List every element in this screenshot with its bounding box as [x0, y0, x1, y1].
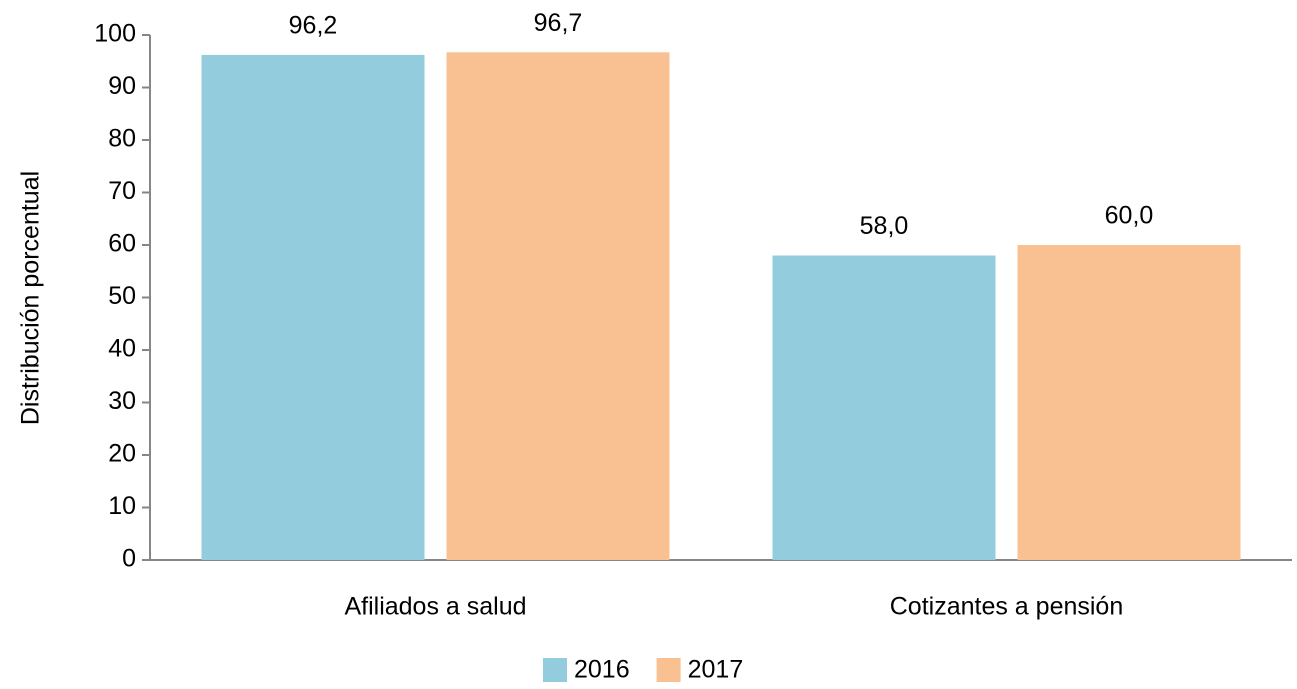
y-axis-label: Distribución porcentual — [17, 171, 45, 425]
x-tick-label: Cotizantes a pensión — [890, 593, 1123, 621]
value-label: 96,2 — [289, 12, 338, 40]
y-tick-label: 0 — [122, 545, 136, 573]
value-label: 60,0 — [1105, 202, 1154, 230]
value-label: 96,7 — [534, 9, 583, 37]
bar — [1017, 245, 1241, 560]
y-tick-label: 80 — [108, 125, 136, 153]
value-label: 58,0 — [860, 212, 909, 240]
x-tick-label: Afiliados a salud — [344, 593, 526, 621]
bar — [772, 255, 996, 560]
legend-swatch — [543, 658, 567, 682]
y-tick-label: 90 — [108, 72, 136, 100]
bar — [201, 54, 425, 560]
y-tick-label: 70 — [108, 177, 136, 205]
y-tick-label: 40 — [108, 335, 136, 363]
y-tick-label: 100 — [94, 20, 136, 48]
y-tick-label: 20 — [108, 440, 136, 468]
y-tick-label: 30 — [108, 387, 136, 415]
y-tick-label: 50 — [108, 282, 136, 310]
legend-label: 2016 — [574, 656, 630, 684]
y-tick-label: 60 — [108, 230, 136, 258]
bar — [446, 52, 670, 560]
legend-label: 2017 — [688, 656, 744, 684]
y-tick-label: 10 — [108, 492, 136, 520]
legend-swatch — [656, 658, 681, 682]
